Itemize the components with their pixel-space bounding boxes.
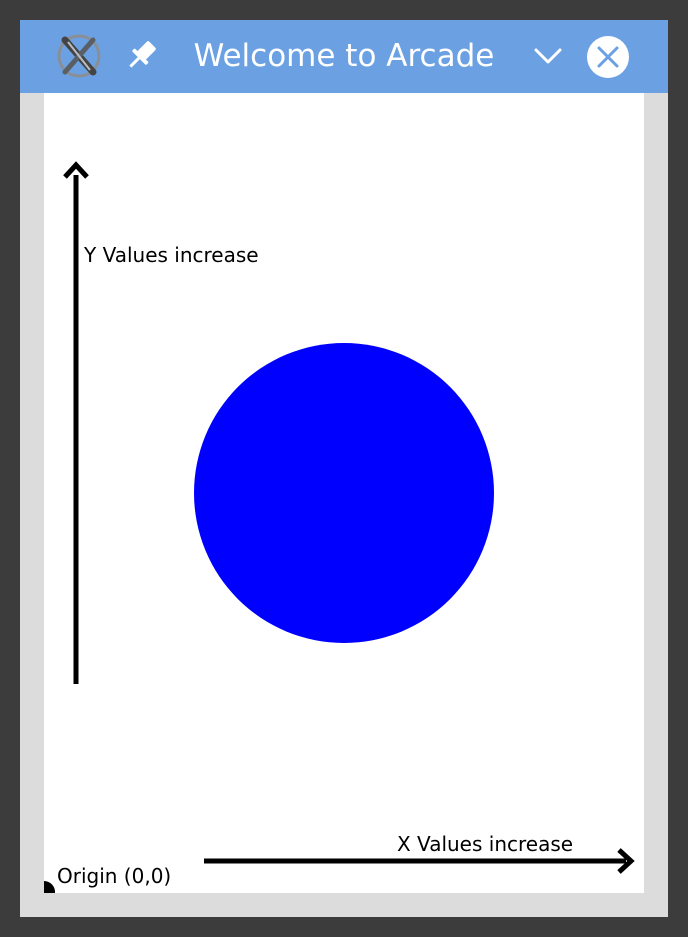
y-axis-label: Y Values increase <box>84 243 259 267</box>
close-icon <box>587 36 629 78</box>
title-bar[interactable]: Welcome to Arcade <box>20 20 668 93</box>
y-axis-arrow <box>63 161 89 684</box>
arcade-window: Welcome to Arcade Y Val <box>20 20 668 917</box>
x-logo-icon[interactable] <box>56 33 102 79</box>
pin-icon[interactable] <box>124 38 158 74</box>
window-title: Welcome to Arcade <box>193 38 495 74</box>
chevron-down-icon[interactable] <box>530 42 566 70</box>
scene <box>44 161 635 893</box>
close-button[interactable] <box>585 34 631 80</box>
x-axis-arrow <box>204 848 635 874</box>
x-axis-label: X Values increase <box>397 832 574 856</box>
origin-label: Origin (0,0) <box>57 864 172 888</box>
arcade-canvas[interactable]: Y Values increase X Values increase Orig… <box>44 93 644 893</box>
origin-dot <box>44 881 55 893</box>
blue-circle <box>194 343 494 643</box>
